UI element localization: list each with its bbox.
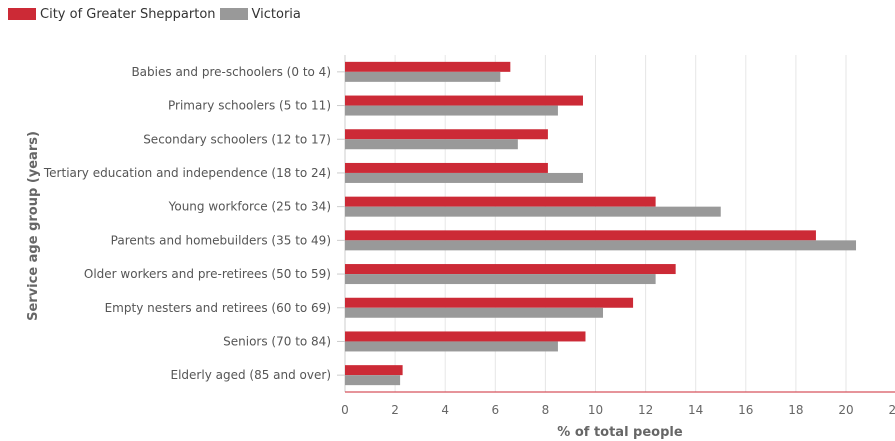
bar-shepparton[interactable]	[345, 129, 548, 140]
bar-victoria[interactable]	[345, 375, 401, 386]
bar-shepparton[interactable]	[345, 95, 583, 106]
bar-victoria[interactable]	[345, 139, 518, 150]
category-label: Elderly aged (85 and over)	[171, 368, 331, 382]
x-tick-label: 6	[491, 403, 499, 417]
x-tick-label: 4	[441, 403, 449, 417]
legend-item-victoria[interactable]: Victoria	[219, 6, 301, 22]
category-label: Empty nesters and retirees (60 to 69)	[105, 301, 331, 315]
bar-shepparton[interactable]	[345, 230, 816, 241]
x-tick-label: 0	[341, 403, 349, 417]
bar-shepparton[interactable]	[345, 196, 656, 207]
legend-item-shepparton[interactable]: City of Greater Shepparton	[8, 7, 216, 22]
bar-victoria[interactable]	[345, 307, 604, 318]
bar-shepparton[interactable]	[345, 365, 403, 376]
x-tick-label: 18	[788, 403, 803, 417]
legend-label-shepparton: City of Greater Shepparton	[40, 6, 216, 22]
bar-shepparton[interactable]	[345, 264, 676, 275]
category-label: Older workers and pre-retirees (50 to 59…	[84, 267, 331, 281]
bar-shepparton[interactable]	[345, 297, 634, 308]
x-tick-labels: 0 2 4 6 8 10 12 14 16 18 20 22	[341, 403, 895, 417]
category-label: Babies and pre-schoolers (0 to 4)	[131, 65, 331, 79]
legend-swatch-victoria	[219, 8, 248, 20]
x-tick-label: 20	[838, 403, 853, 417]
category-label: Seniors (70 to 84)	[223, 334, 331, 348]
x-tick-label: 2	[391, 403, 399, 417]
x-tick-label: 10	[588, 403, 603, 417]
category-label: Young workforce (25 to 34)	[168, 200, 331, 214]
category-label: Primary schoolers (5 to 11)	[168, 99, 331, 113]
category-labels: Babies and pre-schoolers (0 to 4) Primary…	[43, 65, 345, 382]
x-axis-title: % of total people	[557, 425, 683, 440]
legend-swatch-shepparton	[8, 8, 36, 20]
legend: City of Greater Shepparton Victoria	[8, 4, 305, 24]
x-tick-label: 22	[888, 403, 895, 417]
y-axis-title: Service age group (years)	[26, 131, 41, 321]
bar-shepparton[interactable]	[345, 61, 511, 72]
x-tick-label: 8	[542, 403, 550, 417]
bars	[345, 61, 857, 386]
bar-victoria[interactable]	[345, 274, 656, 285]
category-label: Secondary schoolers (12 to 17)	[143, 132, 331, 146]
bar-shepparton[interactable]	[345, 162, 548, 173]
category-label: Tertiary education and independence (18 …	[43, 166, 331, 180]
x-tick-label: 12	[638, 403, 653, 417]
bar-victoria[interactable]	[345, 206, 721, 217]
x-tick-label: 14	[688, 403, 703, 417]
bar-victoria[interactable]	[345, 71, 501, 82]
bar-victoria[interactable]	[345, 172, 583, 183]
bar-victoria[interactable]	[345, 240, 857, 251]
bar-victoria[interactable]	[345, 105, 558, 116]
legend-label-victoria: Victoria	[251, 6, 301, 22]
category-label: Parents and homebuilders (35 to 49)	[111, 233, 331, 247]
x-tick-label: 16	[738, 403, 753, 417]
bar-shepparton[interactable]	[345, 331, 586, 342]
bar-victoria[interactable]	[345, 341, 558, 352]
